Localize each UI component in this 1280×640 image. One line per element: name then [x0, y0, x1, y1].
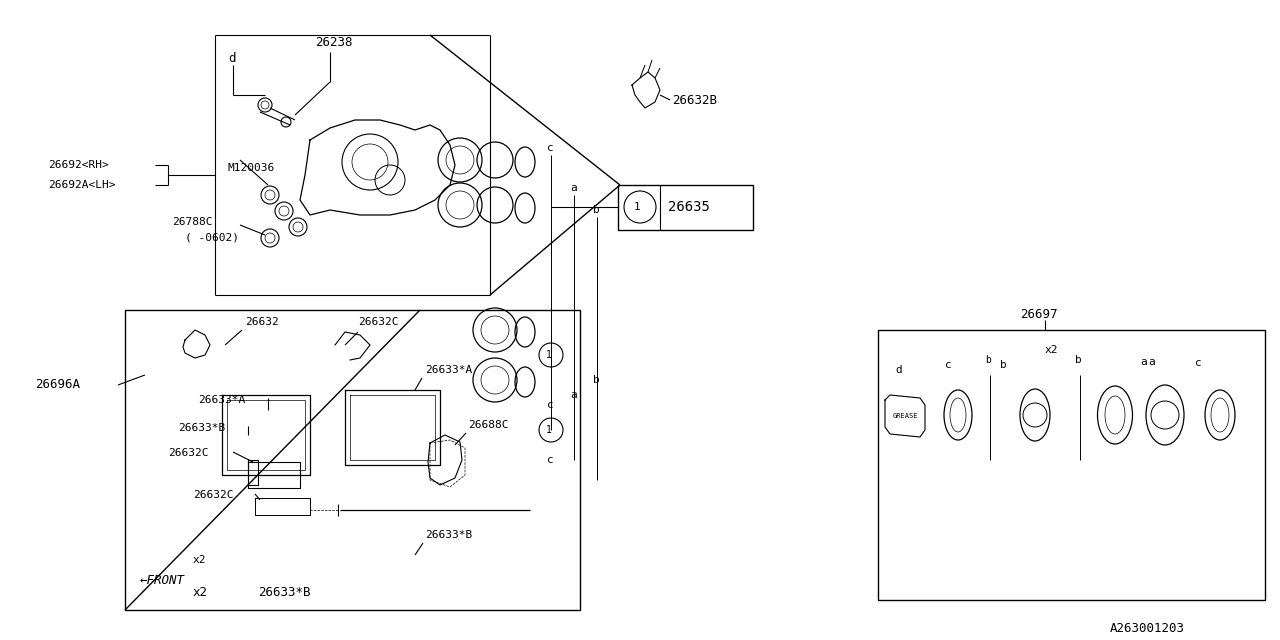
Text: 26633*B: 26633*B — [178, 423, 225, 433]
Text: 26696A: 26696A — [35, 378, 79, 392]
Text: x2: x2 — [193, 555, 206, 565]
Text: 26632C: 26632C — [168, 448, 209, 458]
Text: a: a — [570, 390, 577, 400]
Text: a: a — [570, 183, 577, 193]
Text: b: b — [1000, 360, 1007, 370]
Text: b: b — [1075, 355, 1082, 365]
Text: 26788C: 26788C — [172, 217, 212, 227]
Text: 26692A<LH>: 26692A<LH> — [49, 180, 115, 190]
Text: 26692<RH>: 26692<RH> — [49, 160, 109, 170]
Text: A263001203: A263001203 — [1110, 621, 1185, 634]
Text: 26632B: 26632B — [672, 93, 717, 106]
Text: x2: x2 — [193, 586, 207, 600]
Text: ←FRONT: ←FRONT — [140, 573, 186, 586]
Text: 26633*B: 26633*B — [425, 530, 472, 540]
Text: c: c — [547, 455, 554, 465]
Bar — [878, 330, 1265, 600]
Text: 26632: 26632 — [244, 317, 279, 327]
Text: 26633*B: 26633*B — [259, 586, 311, 600]
Text: c: c — [547, 400, 554, 410]
Text: d: d — [895, 365, 901, 375]
Text: a: a — [1148, 357, 1155, 367]
Text: 26688C: 26688C — [468, 420, 508, 430]
Text: 26632C: 26632C — [358, 317, 398, 327]
Text: 26633*A: 26633*A — [425, 365, 472, 375]
Text: 1: 1 — [547, 350, 552, 360]
Text: 26633*A: 26633*A — [198, 395, 246, 405]
Bar — [618, 185, 753, 230]
Text: 26697: 26697 — [1020, 308, 1057, 321]
Text: 1: 1 — [547, 425, 552, 435]
Text: b: b — [593, 205, 600, 215]
Text: d: d — [228, 51, 236, 65]
Text: x2: x2 — [1044, 345, 1059, 355]
Text: b: b — [593, 375, 600, 385]
Text: a: a — [1140, 357, 1147, 367]
Text: c: c — [945, 360, 952, 370]
Text: GREASE: GREASE — [893, 413, 919, 419]
Text: c: c — [547, 143, 554, 153]
Text: b: b — [986, 355, 991, 365]
Text: 26238: 26238 — [315, 35, 352, 49]
Text: M120036: M120036 — [228, 163, 275, 173]
Text: c: c — [1196, 358, 1202, 368]
Text: 26635: 26635 — [668, 200, 710, 214]
Text: 26632C: 26632C — [193, 490, 233, 500]
Bar — [125, 310, 580, 610]
Text: ( -0602): ( -0602) — [186, 233, 239, 243]
Text: 1: 1 — [634, 202, 641, 212]
